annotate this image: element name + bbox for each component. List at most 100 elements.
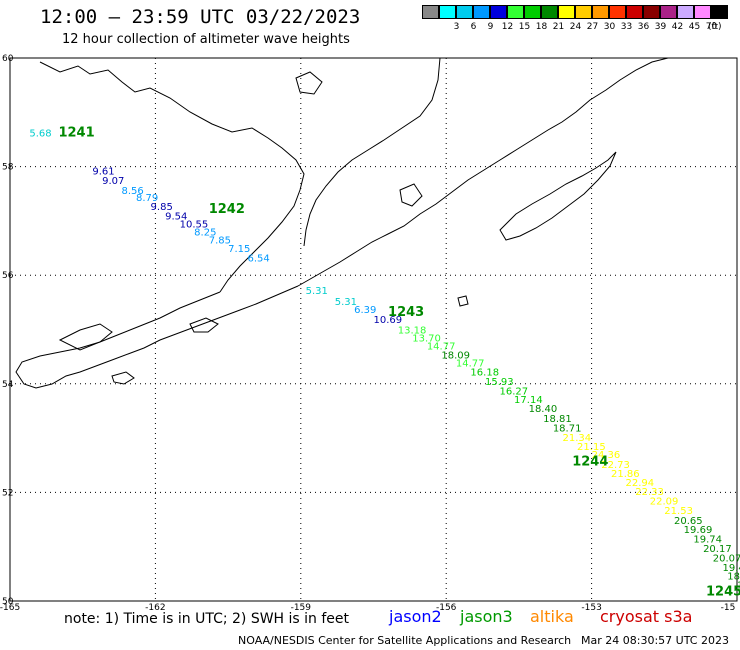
track-id-label: 1243 [388, 305, 424, 320]
wave-height-label: 19.74 [693, 534, 722, 545]
wave-height-label: 13.70 [412, 333, 441, 344]
legend-unit: (ft) [708, 22, 722, 32]
wave-height-label: 6.39 [354, 305, 376, 316]
legend-label: 42 [671, 22, 684, 32]
wave-height-label: 13.18 [398, 325, 427, 336]
lon-tick-label: -156 [436, 603, 457, 613]
wave-height-label: 5.31 [335, 297, 357, 308]
legend-swatch [558, 5, 575, 19]
wave-height-label: 5.31 [306, 286, 328, 297]
legend-swatch [643, 5, 660, 19]
legend-label: 70 [705, 22, 718, 32]
page-title: 12:00 – 23:59 UTC 03/22/2023 [40, 6, 361, 28]
wave-height-label: 20.65 [674, 516, 703, 527]
wave-height-label: 16.27 [500, 387, 529, 398]
lat-tick-label: 52 [2, 488, 13, 498]
page-subtitle: 12 hour collection of altimeter wave hei… [62, 32, 350, 47]
track-id-label: 1244 [572, 454, 608, 469]
legend-label: 9 [487, 22, 494, 32]
map-frame [9, 57, 738, 602]
coastline-interior [303, 57, 441, 247]
legend-label: 39 [654, 22, 667, 32]
track-labels: 1241 1242 1243 1244 1245 [58, 126, 740, 600]
wave-height-label: 18.24 [727, 571, 740, 582]
lat-tick-label: 56 [2, 271, 14, 281]
wave-height-label: 8.25 [194, 228, 216, 239]
wave-height-label: 18.40 [529, 404, 558, 415]
wave-height-label: 21.53 [664, 506, 693, 517]
legend-swatch [490, 5, 507, 19]
lat-tick-label: 54 [2, 380, 14, 390]
legend-swatch [541, 5, 558, 19]
legend-label: 36 [637, 22, 650, 32]
track-id-label: 1241 [58, 126, 94, 141]
footer-credit: NOAA/NESDIS Center for Satellite Applica… [238, 634, 572, 647]
coastline-island-1 [58, 323, 113, 351]
wave-height-label: 18.71 [553, 424, 582, 435]
legend-swatch [592, 5, 609, 19]
track-id-label: 1242 [209, 202, 245, 217]
graticule [10, 58, 737, 601]
wave-height-label: 9.07 [102, 176, 124, 187]
wave-height-label: 14.77 [456, 358, 485, 369]
observation-labels: 5.68 9.619.078.568.799.859.5410.558.257.8… [29, 129, 740, 592]
coastline-peninsula-south [297, 57, 669, 287]
wave-height-label: 19.48 [722, 563, 740, 574]
legend-swatch [507, 5, 524, 19]
legend-label: 33 [620, 22, 633, 32]
coastline-kodiak [499, 151, 617, 241]
legend-label: 15 [518, 22, 531, 32]
wave-height-label: 21.86 [611, 469, 640, 480]
legend-label: 6 [470, 22, 477, 32]
legend-swatch [660, 5, 677, 19]
legend-swatch [677, 5, 694, 19]
legend-swatch [711, 5, 728, 19]
wave-height-label: 20.17 [703, 544, 732, 555]
coastline-lake-1 [295, 71, 323, 95]
lat-tick-label: 58 [2, 163, 14, 173]
coastline-island-2 [189, 317, 219, 333]
wave-height-label: 19.19 [737, 581, 740, 592]
wave-height-label: 22.73 [601, 460, 630, 471]
legend-label: 3 [453, 22, 460, 32]
wave-height-label: 22.09 [650, 496, 679, 507]
lon-tick-label: -159 [291, 603, 312, 613]
wave-height-label: 10.69 [374, 315, 403, 326]
lon-tick-label: -15 [721, 603, 736, 613]
legend-label: 45 [688, 22, 701, 32]
wave-height-label: 16.18 [470, 368, 499, 379]
track-id-label: 1245 [706, 585, 740, 600]
legend-label: 12 [501, 22, 514, 32]
wave-height-label: 24.36 [592, 450, 621, 461]
wave-height-label: 9.61 [92, 167, 114, 178]
wave-height-label: 18.81 [543, 414, 572, 425]
legend-label: 27 [586, 22, 599, 32]
satellite-name: altika [530, 607, 574, 626]
lon-tick-label: -153 [581, 603, 601, 613]
legend-swatch [456, 5, 473, 19]
wave-height-label: 21.34 [563, 433, 592, 444]
wave-height-label: 17.14 [514, 395, 543, 406]
satellite-name: jason2 [389, 607, 442, 626]
wave-height-label: 21.15 [577, 442, 606, 453]
wave-height-label: 9.85 [151, 202, 173, 213]
wave-height-label: 20.07 [713, 553, 740, 564]
legend-label: 30 [603, 22, 616, 32]
legend-swatch [609, 5, 626, 19]
lat-tick-label: 60 [2, 54, 14, 64]
coastline-lake-2 [399, 183, 423, 207]
lon-tick-label: -162 [145, 603, 165, 613]
wave-height-label: 7.15 [228, 244, 250, 255]
wave-height-label: 18.09 [441, 350, 470, 361]
coastline [15, 57, 669, 389]
satellite-name: jason3 [460, 607, 513, 626]
coastline-island-4 [457, 295, 469, 307]
axis-labels: 60 58 56 54 52 50-165 -162 -159 -156 -153 -15 [0, 54, 735, 613]
coastline-peninsula-north [15, 285, 299, 389]
legend-label: 24 [569, 22, 582, 32]
wave-height-label: 22.33 [635, 487, 664, 498]
coastline-island-3 [111, 371, 135, 385]
lon-tick-label: -165 [0, 603, 20, 613]
wave-height-label: 10.55 [180, 219, 209, 230]
